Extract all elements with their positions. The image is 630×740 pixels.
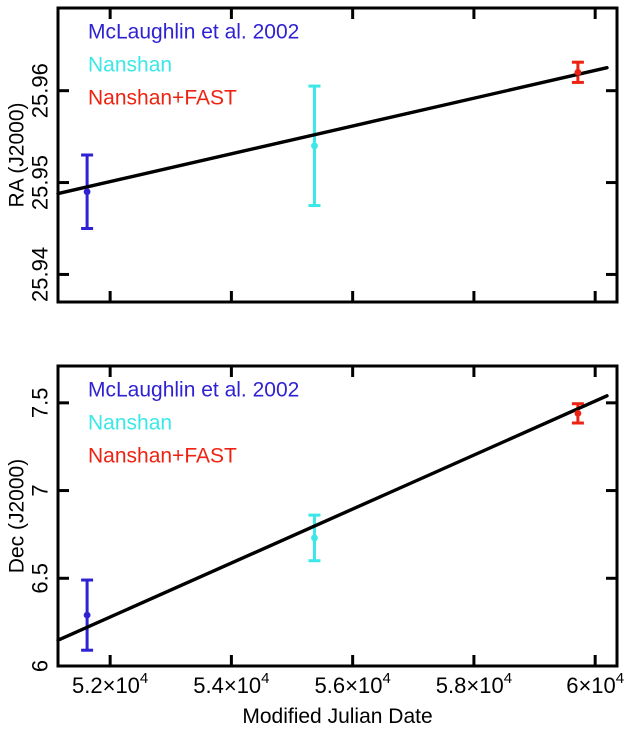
data-point-marker xyxy=(574,68,582,76)
y-tick-label: 25.96 xyxy=(28,63,53,118)
x-tick-label: 5.2×104 xyxy=(72,670,148,698)
x-axis-label: Modified Julian Date xyxy=(242,705,432,728)
x-tick-label: 5.4×104 xyxy=(193,670,269,698)
data-point-marker xyxy=(574,409,582,417)
panel-ra: 25.94 25.95 25.96 McLaughlin et al. 2002 Nan… xyxy=(6,6,619,304)
data-point-marker xyxy=(83,611,91,619)
axes-frame xyxy=(56,364,619,668)
panel-dec: 5.2×104 5.4×104 5.6×104 5.8×104 6×104 6 6.5 7 7.… xyxy=(6,364,624,728)
y-tick-label: 7.5 xyxy=(28,388,53,419)
x-tick-label: 6×104 xyxy=(566,670,624,698)
data-point-marker xyxy=(311,534,318,542)
fit-line xyxy=(56,66,609,196)
y-tick-label: 25.94 xyxy=(28,247,53,302)
y-tick-label: 6 xyxy=(28,660,53,672)
x-tick-label: 5.6×104 xyxy=(315,670,391,698)
y-axis-label: RA (J2000) xyxy=(6,102,29,207)
y-axis-label: Dec (J2000) xyxy=(6,459,29,573)
y-tick-label: 7 xyxy=(28,484,53,496)
legend-label: McLaughlin et al. 2002 xyxy=(88,379,299,402)
data-point-marker xyxy=(311,142,318,150)
legend-label: Nanshan xyxy=(88,54,172,77)
axes-frame xyxy=(56,6,619,304)
y-tick-label: 25.95 xyxy=(28,155,53,210)
legend-label: Nanshan xyxy=(88,412,172,435)
data-point-marker xyxy=(83,188,91,196)
legend-label: Nanshan+FAST xyxy=(88,445,237,468)
fit-line xyxy=(56,394,609,642)
y-tick-label: 6.5 xyxy=(28,563,53,594)
x-tick-label: 5.8×104 xyxy=(436,670,512,698)
legend-label: Nanshan+FAST xyxy=(88,87,237,110)
legend-label: McLaughlin et al. 2002 xyxy=(88,21,299,44)
